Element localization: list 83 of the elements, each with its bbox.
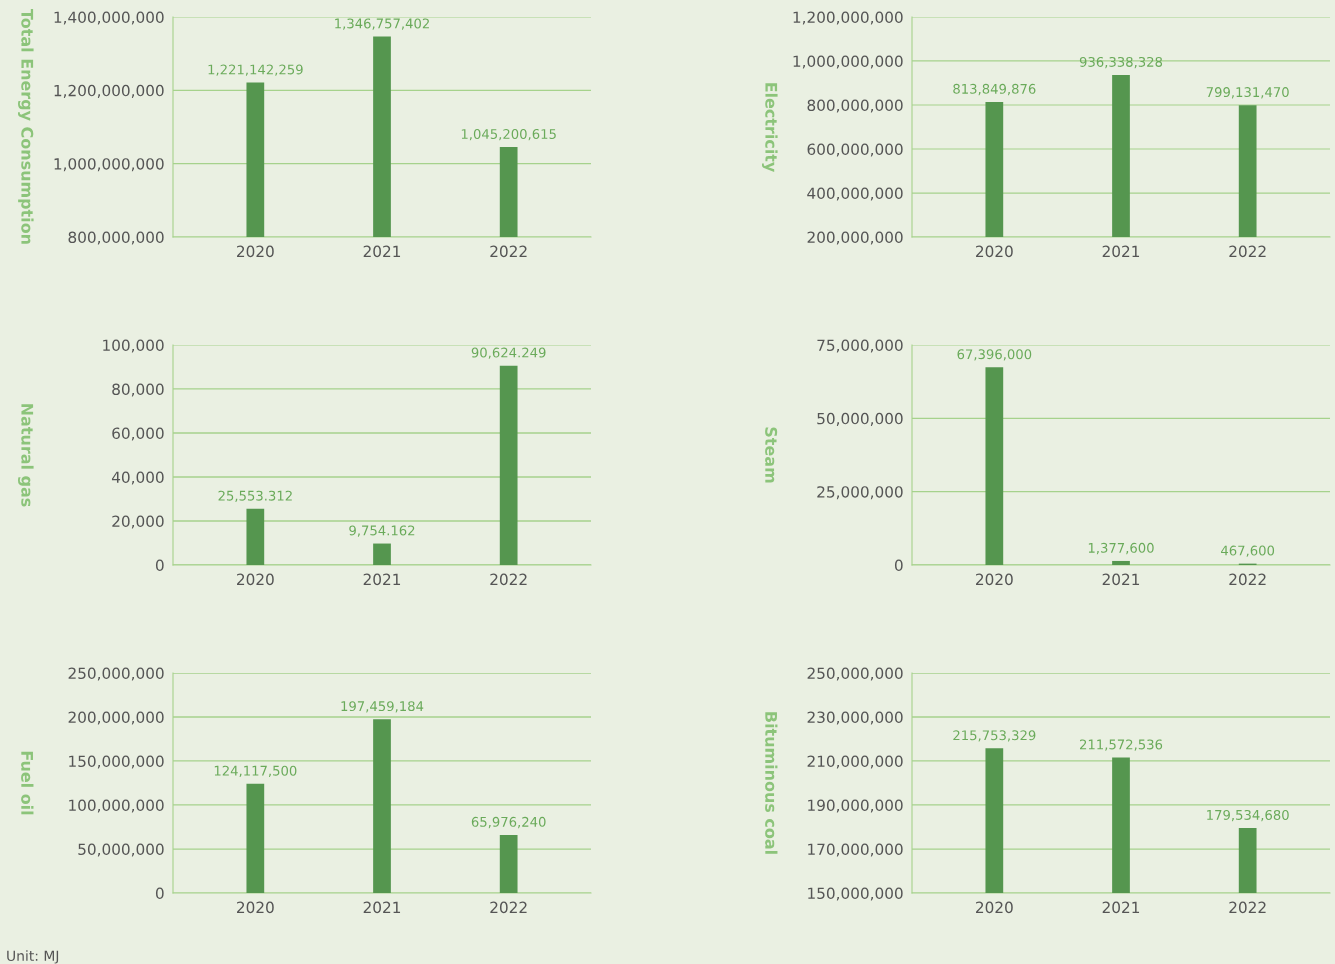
y-tick-label: 1,400,000,000 bbox=[54, 11, 164, 25]
data-label: 1,221,142,259 bbox=[208, 64, 303, 76]
data-label: 211,572,536 bbox=[1080, 739, 1163, 751]
data-label: 67,396,000 bbox=[957, 349, 1032, 361]
bar bbox=[373, 543, 391, 565]
y-tick-label: 190,000,000 bbox=[808, 799, 903, 813]
data-label: 813,849,876 bbox=[953, 83, 1036, 96]
bar bbox=[985, 367, 1004, 565]
data-label: 1,346,757,402 bbox=[335, 18, 429, 30]
data-label: 9,754.162 bbox=[349, 525, 415, 537]
x-tick-label: 2022 bbox=[1229, 573, 1266, 586]
y-tick-label: 20,000 bbox=[112, 515, 164, 529]
x-tick-label: 2021 bbox=[363, 245, 401, 258]
data-label: 936,338,328 bbox=[1079, 56, 1163, 69]
x-tick-label: 2020 bbox=[976, 901, 1013, 914]
y-tick-label: 0 bbox=[155, 887, 164, 900]
y-axis-title: Total Energy Consumption bbox=[18, 9, 34, 244]
y-tick-label: 800,000,000 bbox=[68, 231, 164, 245]
data-label: 1,045,200,615 bbox=[461, 129, 556, 141]
y-tick-label: 1,200,000,000 bbox=[793, 11, 903, 25]
x-tick-label: 2022 bbox=[490, 901, 527, 914]
data-label: 467,600 bbox=[1221, 545, 1275, 557]
y-tick-label: 80,000 bbox=[112, 383, 164, 397]
bar bbox=[246, 508, 265, 565]
y-tick-label: 200,000,000 bbox=[807, 231, 903, 245]
x-tick-label: 2021 bbox=[1102, 245, 1140, 258]
y-tick-label: 25,000,000 bbox=[817, 486, 903, 500]
y-tick-label: 0 bbox=[155, 559, 164, 572]
y-tick-label: 230,000,000 bbox=[807, 711, 903, 725]
data-label: 25,553.312 bbox=[218, 490, 292, 503]
y-tick-label: 1,000,000,000 bbox=[54, 158, 164, 172]
x-tick-label: 2022 bbox=[490, 245, 527, 258]
y-tick-label: 150,000,000 bbox=[808, 887, 903, 901]
y-tick-label: 50,000,000 bbox=[78, 843, 164, 857]
x-tick-label: 2021 bbox=[1102, 573, 1140, 586]
x-tick-label: 2022 bbox=[1229, 245, 1266, 258]
data-label: 124,117,500 bbox=[214, 765, 297, 778]
y-tick-label: 60,000 bbox=[112, 427, 164, 441]
bar bbox=[499, 365, 518, 565]
y-tick-label: 250,000,000 bbox=[807, 667, 903, 681]
y-tick-label: 600,000,000 bbox=[807, 143, 903, 157]
y-tick-label: 75,000,000 bbox=[817, 339, 903, 353]
y-tick-label: 40,000 bbox=[111, 471, 164, 485]
data-label: 179,534,680 bbox=[1207, 809, 1289, 822]
x-tick-label: 2020 bbox=[976, 245, 1013, 258]
data-label: 799,131,470 bbox=[1206, 87, 1289, 99]
y-tick-label: 800,000,000 bbox=[807, 99, 903, 113]
y-tick-label: 200,000,000 bbox=[68, 711, 164, 725]
x-tick-label: 2020 bbox=[237, 573, 274, 586]
data-label: 215,753,329 bbox=[953, 730, 1036, 742]
bar bbox=[1112, 560, 1130, 565]
x-tick-label: 2022 bbox=[490, 573, 527, 586]
y-tick-label: 50,000,000 bbox=[817, 412, 903, 426]
x-tick-label: 2021 bbox=[363, 573, 401, 586]
bar bbox=[373, 719, 391, 893]
x-tick-label: 2020 bbox=[237, 901, 274, 914]
y-tick-label: 250,000,000 bbox=[68, 667, 164, 681]
bar bbox=[246, 783, 265, 893]
data-label: 1,377,600 bbox=[1088, 542, 1154, 555]
y-tick-label: 100,000 bbox=[103, 339, 164, 353]
text: Unit: MJ bbox=[7, 950, 59, 964]
y-axis-title: Natural gas bbox=[18, 404, 34, 507]
x-tick-label: 2021 bbox=[363, 901, 401, 914]
y-tick-label: 400,000,000 bbox=[807, 187, 903, 201]
x-tick-label: 2020 bbox=[237, 245, 274, 258]
x-tick-label: 2020 bbox=[976, 573, 1013, 586]
y-tick-label: 0 bbox=[894, 559, 903, 572]
y-axis-title: Fuel oil bbox=[21, 751, 34, 815]
x-tick-label: 2022 bbox=[1229, 901, 1266, 914]
data-label: 65,976,240 bbox=[471, 816, 546, 829]
bar bbox=[499, 834, 518, 893]
y-tick-label: 170,000,000 bbox=[808, 843, 903, 857]
y-tick-label: 100,000,000 bbox=[69, 799, 164, 813]
data-label: 90,624.249 bbox=[471, 347, 546, 359]
y-axis-title: Steam bbox=[765, 427, 778, 483]
y-tick-label: 210,000,000 bbox=[807, 755, 903, 769]
y-tick-label: 1,200,000,000 bbox=[54, 84, 164, 98]
y-axis-title: Electricity bbox=[762, 83, 778, 173]
y-axis-title: Bituminous coal bbox=[765, 712, 778, 854]
data-label: 197,459,184 bbox=[341, 701, 424, 713]
x-tick-label: 2021 bbox=[1102, 901, 1140, 914]
y-tick-label: 150,000,000 bbox=[69, 755, 164, 769]
y-tick-label: 1,000,000,000 bbox=[793, 55, 903, 69]
